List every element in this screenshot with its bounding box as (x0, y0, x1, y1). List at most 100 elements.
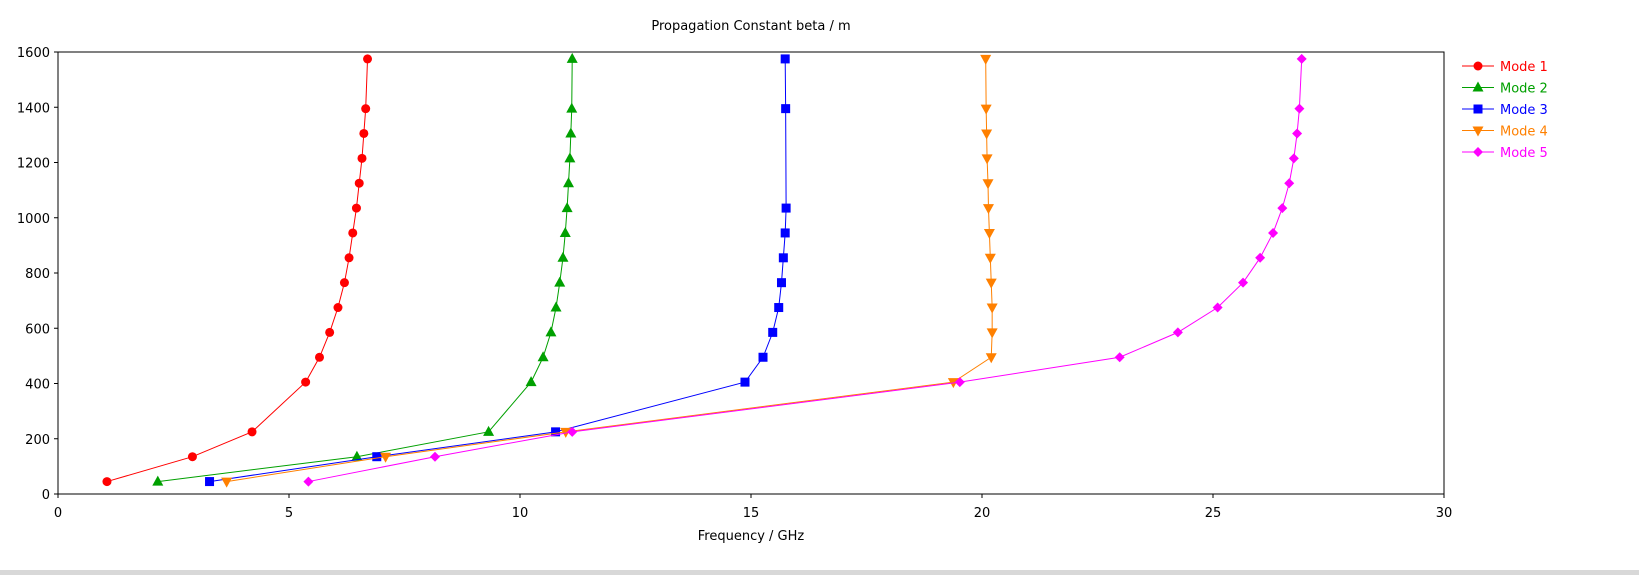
data-point (564, 152, 576, 163)
data-point (554, 276, 566, 287)
legend-entry-mode-2: Mode 2 (1462, 81, 1548, 97)
x-tick-label: 5 (285, 506, 293, 521)
legend-label: Mode 1 (1500, 60, 1548, 75)
data-point (780, 54, 790, 64)
data-point (982, 179, 994, 190)
data-point (986, 303, 998, 314)
data-point (780, 228, 790, 238)
y-tick-label: 1200 (17, 157, 50, 172)
data-point (429, 451, 440, 462)
data-point (559, 226, 571, 237)
data-point (1172, 327, 1183, 338)
data-point (563, 177, 575, 188)
axis-layer: 0 5 10 15 20 25 30 0 200 400 600 800 1000 1200 1400 160… (17, 46, 1452, 521)
series-mode-1 (102, 54, 373, 487)
data-point (537, 351, 549, 362)
data-point (1212, 302, 1223, 313)
x-tick-label: 0 (54, 506, 62, 521)
data-point (152, 475, 164, 486)
data-point (985, 278, 997, 289)
series-mode-5 (303, 53, 1307, 487)
data-point (781, 203, 791, 213)
data-point (774, 303, 784, 313)
x-axis-label: Frequency / GHz (698, 529, 805, 544)
data-point (333, 303, 343, 313)
data-point (1277, 203, 1288, 214)
legend-entry-mode-5: Mode 5 (1462, 146, 1548, 161)
data-point (778, 253, 788, 263)
legend-entry-mode-3: Mode 3 (1462, 103, 1548, 118)
data-point (980, 54, 992, 65)
y-tick-label: 1400 (17, 101, 50, 116)
data-point (758, 352, 768, 362)
data-point (359, 128, 369, 138)
data-point (380, 452, 392, 463)
data-point (483, 425, 495, 436)
chart-title: Propagation Constant beta / m (651, 19, 850, 34)
data-point (303, 476, 314, 487)
data-point (354, 178, 364, 188)
data-point (1255, 252, 1266, 263)
legend-entry-mode-4: Mode 4 (1462, 125, 1548, 140)
data-point (351, 203, 361, 213)
data-point (561, 202, 573, 213)
data-point (768, 327, 778, 337)
series-mode-2 (152, 52, 578, 486)
data-point (1114, 352, 1125, 363)
data-point (981, 129, 993, 140)
data-point (372, 452, 382, 462)
data-point (102, 477, 112, 487)
legend-marker (1473, 147, 1483, 157)
legend: Mode 1 Mode 2 Mode 3 Mode 4 Mode 5 (1462, 60, 1548, 161)
y-tick-label: 0 (42, 488, 50, 503)
data-point (982, 204, 994, 215)
data-point (1268, 227, 1279, 238)
data-point (550, 301, 562, 312)
data-point (1296, 53, 1307, 64)
y-tick-label: 200 (25, 433, 50, 448)
data-point (348, 228, 358, 238)
data-point (551, 427, 561, 437)
y-tick-label: 800 (25, 267, 50, 282)
data-point (187, 452, 197, 462)
data-point (565, 127, 577, 138)
data-point (247, 427, 257, 437)
data-point (1294, 103, 1305, 114)
data-point (1284, 178, 1295, 189)
data-point (301, 377, 311, 387)
series-layer (102, 52, 1307, 488)
data-point (740, 377, 750, 387)
legend-marker (1472, 81, 1484, 92)
data-point (363, 54, 373, 64)
legend-marker (1473, 104, 1483, 114)
data-point (344, 253, 354, 263)
series-mode-3 (205, 54, 791, 487)
data-point (776, 278, 786, 288)
x-tick-label: 20 (974, 506, 991, 521)
x-tick-label: 15 (743, 506, 760, 521)
data-point (1292, 128, 1303, 139)
data-point (557, 251, 569, 262)
y-tick-label: 1000 (17, 212, 50, 227)
data-point (525, 376, 537, 387)
data-point (984, 253, 996, 264)
data-point (980, 104, 992, 115)
legend-entry-mode-1: Mode 1 (1462, 60, 1548, 75)
data-point (985, 353, 997, 364)
data-point (205, 477, 215, 487)
legend-label: Mode 2 (1500, 82, 1548, 97)
series-line (308, 58, 1303, 483)
data-point (357, 153, 367, 163)
legend-marker (1473, 61, 1483, 71)
series-mode-4 (221, 54, 998, 488)
data-point (361, 104, 371, 114)
x-tick-label: 25 (1205, 506, 1222, 521)
data-point (221, 477, 233, 488)
data-point (954, 377, 965, 388)
legend-label: Mode 4 (1500, 125, 1548, 140)
legend-marker (1472, 126, 1484, 137)
data-point (986, 328, 998, 339)
data-point (567, 426, 578, 437)
window-bottom-edge (0, 570, 1639, 575)
